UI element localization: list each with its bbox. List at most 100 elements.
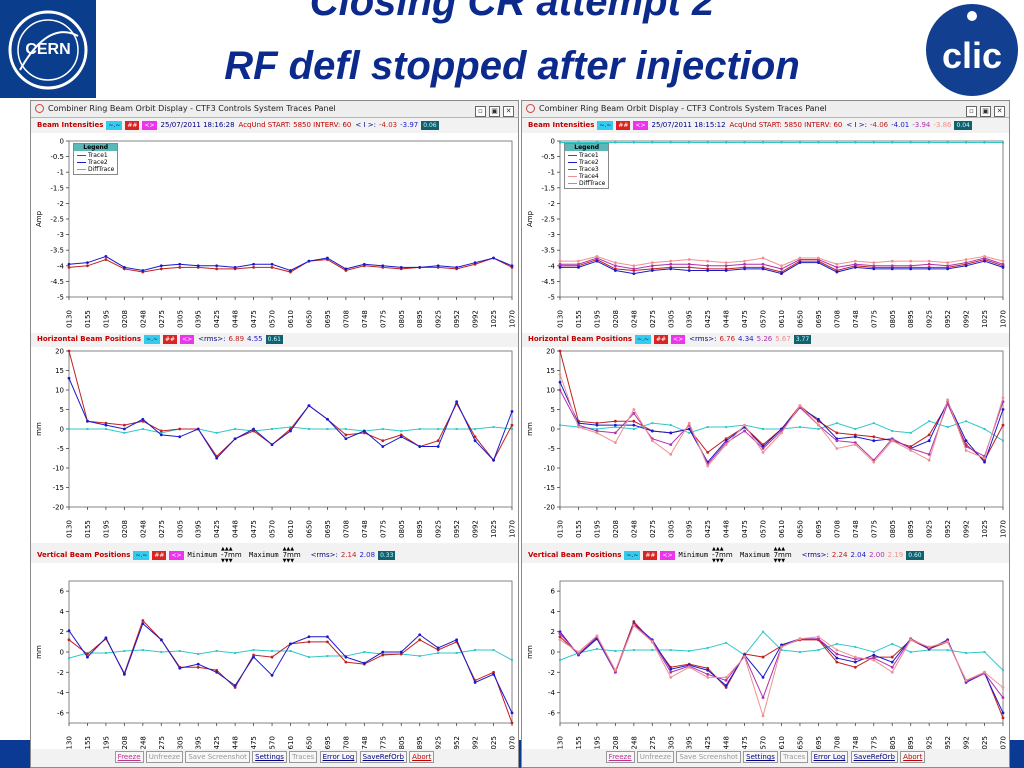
minimum-up-icon[interactable]: ▲▲▲	[712, 546, 724, 552]
x-tick-label: 0895	[416, 520, 424, 538]
data-point-trace1	[853, 433, 857, 437]
intensity-grid-button[interactable]: ##	[125, 120, 140, 130]
legend-item: Trace2	[568, 159, 605, 166]
minimum-down-icon[interactable]: ▼▼▼	[221, 558, 233, 564]
unfreeze-button[interactable]: Unfreeze	[145, 751, 184, 763]
maximum-spinner[interactable]: ▲▲▲ 7mm ▼▼▼	[281, 546, 307, 564]
horizontal-style-button[interactable]: ~.~	[635, 334, 652, 344]
y-tick-label: 10	[55, 387, 64, 395]
settings-button[interactable]: Settings	[252, 751, 287, 763]
vertical-grid-button[interactable]: ##	[643, 550, 658, 560]
data-point-difftrace	[909, 431, 912, 434]
data-point-difftrace	[872, 141, 875, 144]
window-titlebar[interactable]: Combiner Ring Beam Orbit Display - CTF3 …	[31, 101, 518, 118]
data-point-trace2	[196, 264, 200, 268]
data-point-trace4	[595, 255, 599, 258]
minimum-down-icon[interactable]: ▼▼▼	[712, 558, 724, 564]
data-point-difftrace	[141, 648, 144, 651]
vertical-grid-button[interactable]: ##	[152, 550, 167, 560]
traces-button[interactable]: Traces	[289, 751, 318, 763]
data-point-trace4	[761, 451, 765, 454]
traces-button[interactable]: Traces	[780, 751, 809, 763]
close-icon[interactable]: ✕	[994, 106, 1005, 117]
data-point-trace2	[492, 256, 495, 260]
data-point-trace3	[613, 431, 617, 435]
data-point-trace2	[650, 269, 654, 272]
abort-button[interactable]: Abort	[409, 751, 435, 763]
maximum-up-icon[interactable]: ▲▲▲	[773, 546, 786, 552]
data-point-difftrace	[780, 141, 783, 144]
vertical-style-button[interactable]: ~.~	[624, 550, 641, 560]
intensity-title: Beam Intensities	[528, 121, 595, 129]
data-point-trace4	[798, 637, 802, 641]
x-tick-label: 1070	[1000, 520, 1008, 538]
horizontal-grid-button[interactable]: ##	[654, 334, 669, 344]
x-tick-label: 0650	[796, 736, 804, 749]
maximum-up-icon[interactable]: ▲▲▲	[282, 546, 295, 552]
data-point-trace1	[326, 640, 329, 644]
minimum-spinner[interactable]: ▲▲▲ -7mm ▼▼▼	[219, 546, 245, 564]
error-log-button[interactable]: Error Log	[810, 751, 849, 763]
maximum-spinner[interactable]: ▲▲▲ 7mm ▼▼▼	[772, 546, 798, 564]
freeze-button[interactable]: Freeze	[605, 751, 635, 763]
data-point-difftrace	[577, 141, 580, 144]
x-tick-label: 0305	[176, 520, 184, 538]
minimum-up-icon[interactable]: ▲▲▲	[221, 546, 233, 552]
error-log-button[interactable]: Error Log	[319, 751, 358, 763]
data-point-trace3	[558, 262, 562, 266]
y-axis-label: Amp	[35, 210, 43, 227]
x-tick-label: 0775	[870, 736, 878, 749]
vertical-style-button[interactable]: ~.~	[133, 550, 150, 560]
data-point-trace3	[853, 441, 857, 445]
x-tick-label: 0130	[557, 520, 565, 538]
data-point-trace2	[159, 433, 163, 437]
settings-button[interactable]: Settings	[743, 751, 778, 763]
data-point-trace4	[613, 441, 617, 445]
intensity-style-button[interactable]: ~.~	[106, 120, 123, 130]
clic-logo: clic	[922, 2, 1022, 98]
minimum-spinner[interactable]: ▲▲▲ -7mm ▼▼▼	[710, 546, 736, 564]
data-point-trace1	[104, 421, 108, 425]
maximize-icon[interactable]: ▣	[980, 106, 991, 117]
x-tick-label: 0695	[324, 520, 332, 538]
horizontal-style-button[interactable]: ~.~	[144, 334, 161, 344]
maximum-down-icon[interactable]: ▼▼▼	[282, 558, 295, 564]
data-point-difftrace	[688, 431, 691, 434]
y-tick-label: 6	[551, 588, 556, 596]
data-point-trace3	[909, 447, 913, 450]
vertical-zoom-button[interactable]: <>	[660, 550, 675, 560]
abort-button[interactable]: Abort	[900, 751, 926, 763]
intensity-zoom-button[interactable]: <>	[633, 120, 648, 130]
intensity-diff-badge: 0.06	[421, 121, 439, 130]
intensity-zoom-button[interactable]: <>	[142, 120, 157, 130]
save-screenshot-button[interactable]: Save Screenshot	[676, 751, 741, 763]
minimize-icon[interactable]: ▫	[966, 106, 977, 117]
unfreeze-button[interactable]: Unfreeze	[636, 751, 675, 763]
data-point-difftrace	[835, 642, 838, 645]
y-tick-label: -15	[53, 484, 64, 492]
intensity-rms-value: -4.06	[869, 121, 889, 129]
vertical-zoom-button[interactable]: <>	[169, 550, 184, 560]
data-point-difftrace	[252, 648, 255, 651]
close-icon[interactable]: ✕	[503, 106, 514, 117]
window-titlebar[interactable]: Combiner Ring Beam Orbit Display - CTF3 …	[522, 101, 1009, 118]
save-ref-orb-button[interactable]: SaveRefOrb	[359, 751, 407, 763]
x-tick-label: 0610	[778, 520, 786, 538]
horizontal-grid-button[interactable]: ##	[163, 334, 178, 344]
x-tick-label: 0775	[379, 520, 387, 538]
x-tick-label: 0475	[250, 736, 258, 749]
horizontal-zoom-button[interactable]: <>	[671, 334, 686, 344]
minimize-icon[interactable]: ▫	[475, 106, 486, 117]
intensity-grid-button[interactable]: ##	[616, 120, 631, 130]
intensity-style-button[interactable]: ~.~	[597, 120, 614, 130]
data-point-trace2	[252, 262, 255, 266]
maximum-down-icon[interactable]: ▼▼▼	[773, 558, 786, 564]
y-tick-label: 0	[60, 138, 64, 146]
maximize-icon[interactable]: ▣	[489, 106, 500, 117]
legend-label: Trace4	[579, 173, 599, 180]
freeze-button[interactable]: Freeze	[114, 751, 144, 763]
save-ref-orb-button[interactable]: SaveRefOrb	[850, 751, 898, 763]
save-screenshot-button[interactable]: Save Screenshot	[185, 751, 250, 763]
data-point-trace4	[983, 456, 986, 460]
horizontal-zoom-button[interactable]: <>	[180, 334, 195, 344]
